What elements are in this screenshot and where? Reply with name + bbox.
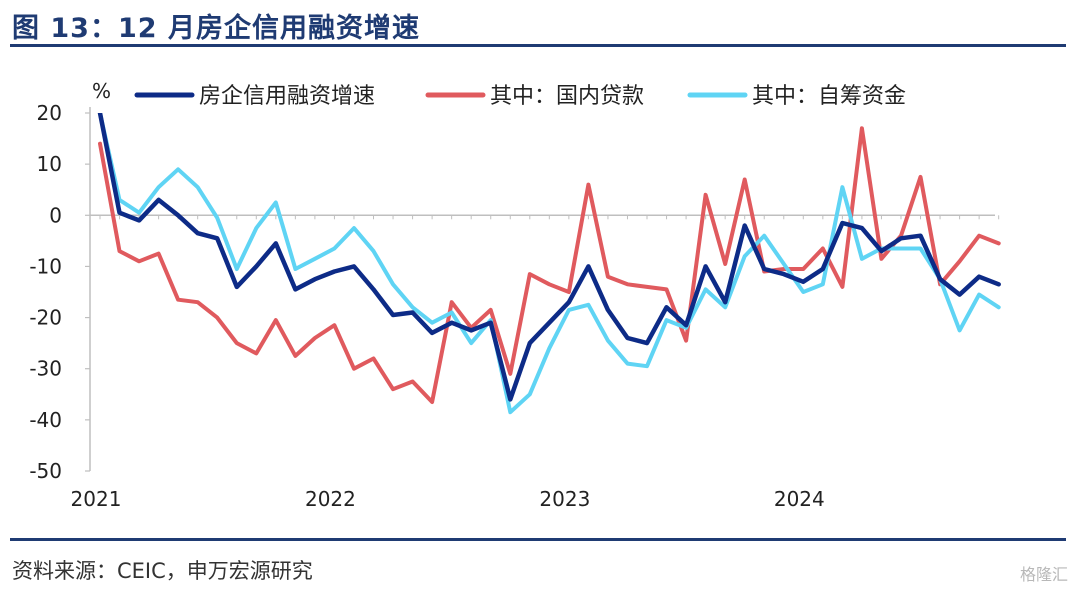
y-tick-label: -40 <box>29 408 62 432</box>
series-lines <box>97 113 1001 415</box>
watermark: 格隆汇 <box>1019 565 1068 584</box>
y-tick-label: -10 <box>29 254 62 278</box>
y-tick-label: 20 <box>37 101 62 125</box>
y-tick-label: 10 <box>37 152 62 176</box>
series-line-1 <box>98 126 1001 404</box>
chart-title: 图 13：12 月房企信用融资增速 <box>12 13 420 44</box>
series-line-2 <box>98 113 1001 415</box>
series-line-0 <box>97 113 1001 402</box>
legend-label: 其中：国内贷款 <box>490 84 644 109</box>
footer-rule <box>10 538 1066 541</box>
y-tick-label: -30 <box>29 357 62 381</box>
title-underline <box>10 44 1066 47</box>
legend-label: 房企信用融资增速 <box>199 84 375 109</box>
x-tick-label: 2024 <box>774 487 825 511</box>
x-tick-label: 2022 <box>305 487 356 511</box>
y-tick-label: 0 <box>49 203 62 227</box>
y-tick-label: -50 <box>29 459 62 483</box>
legend-label: 其中：自筹资金 <box>752 84 906 109</box>
x-tick-label: 2021 <box>71 487 122 511</box>
y-tick-label: -20 <box>29 306 62 330</box>
line-chart: 20 10 0 -10 -20 -30 -40 -50 2021 2022 2023 2024 房企信… <box>29 79 1001 511</box>
source-note: 资料来源：CEIC，申万宏源研究 <box>12 559 313 583</box>
axes: 20 10 0 -10 -20 -30 -40 -50 2021 2022 2023 2024 <box>29 101 1000 511</box>
legend: 房企信用融资增速 其中：国内贷款 其中：自筹资金 <box>134 84 906 109</box>
y-unit-label: % <box>92 79 111 103</box>
x-tick-label: 2023 <box>539 487 590 511</box>
